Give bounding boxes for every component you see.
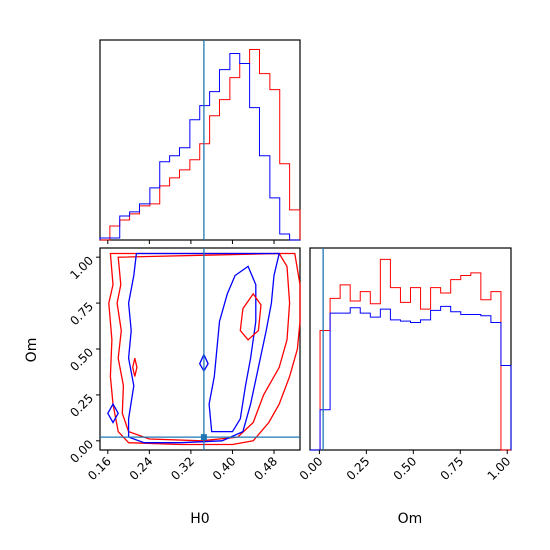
om-y-tick-label: 0.50: [67, 345, 96, 374]
h0-x-tick-label: 0.24: [127, 454, 156, 483]
om-x-tick-label: 0.75: [438, 454, 467, 483]
om-x-tick-label: 0.25: [344, 454, 373, 483]
blue-outer-contour: [127, 252, 281, 444]
om-x-tick-label: 0.50: [391, 454, 420, 483]
red-island-contour: [239, 292, 262, 341]
h0-histogram-panel: [99, 39, 301, 244]
blue-island-contour: [107, 402, 119, 424]
om-axis-label: Om: [398, 511, 423, 527]
h0-hist-frame: [99, 39, 301, 241]
h0-x-tick-label: 0.16: [85, 454, 114, 483]
blue-island-contour-small: [198, 352, 209, 373]
h0-axis-label: H0: [190, 511, 209, 527]
om-hist-series-1: [310, 258, 511, 451]
om-x-tick-label: 0.00: [297, 454, 326, 483]
truth-marker: [200, 434, 207, 441]
h0-x-tick-label: 0.40: [210, 454, 239, 483]
red-outer-contour: [108, 252, 301, 446]
h0-om-contour-panel: 0.16 0.24 0.32 0.40 0.48 0.00 0.25 0.50 0.75 1.00: [67, 247, 301, 483]
om-y-tick-label: 1.00: [67, 253, 96, 282]
om-hist-series-2: [310, 305, 512, 451]
red-inner-contour: [116, 252, 291, 442]
red-island-contour-small: [132, 358, 138, 377]
h0-x-tick-label: 0.32: [168, 454, 197, 483]
om-hist-frame: [309, 247, 512, 451]
om-histogram-panel: 0.00 0.25 0.50 0.75 1.00: [297, 247, 514, 483]
h0-hist-series-1: [100, 49, 301, 241]
om-y-axis-label: Om: [24, 338, 40, 363]
om-x-tick-label: 1.00: [485, 454, 514, 483]
h0-hist-series-2: [99, 53, 300, 241]
blue-inner-contour: [208, 265, 257, 433]
om-y-tick-label: 0.75: [67, 299, 96, 328]
h0-x-tick-label: 0.48: [251, 454, 280, 483]
om-y-tick-label: 0.00: [67, 437, 96, 466]
om-y-tick-label: 0.25: [67, 391, 96, 420]
